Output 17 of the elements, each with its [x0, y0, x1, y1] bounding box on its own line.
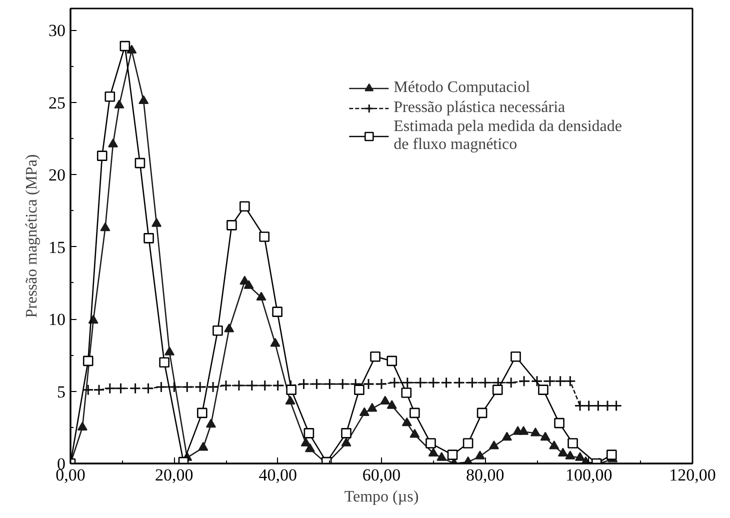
y-tick-label: 5 — [57, 382, 66, 402]
y-tick-label: 25 — [48, 93, 66, 112]
legend-label: Estimada pela medida da densidade de fluxo magnético — [394, 118, 622, 154]
x-tick-label: 20,00 — [155, 466, 194, 484]
x-tick-label: 40,00 — [258, 466, 297, 484]
y-tick-label: 30 — [48, 21, 66, 40]
x-tick-label: 100,00 — [565, 466, 612, 484]
x-tick-label: 80,00 — [466, 466, 504, 484]
x-axis-title: Tempo (µs) — [344, 488, 419, 506]
y-axis-title: Pressão magnética (MPa) — [24, 154, 40, 318]
x-tick-label: 120,00 — [669, 466, 716, 484]
y-tick-label: 20 — [48, 166, 66, 185]
legend-label: Pressão plástica necessária — [394, 99, 566, 117]
y-tick-label: 15 — [48, 238, 66, 257]
y-tick-label: 10 — [48, 310, 66, 330]
legend-label: Método Computaciol — [394, 79, 530, 97]
x-tick-label: 60,00 — [362, 466, 401, 484]
